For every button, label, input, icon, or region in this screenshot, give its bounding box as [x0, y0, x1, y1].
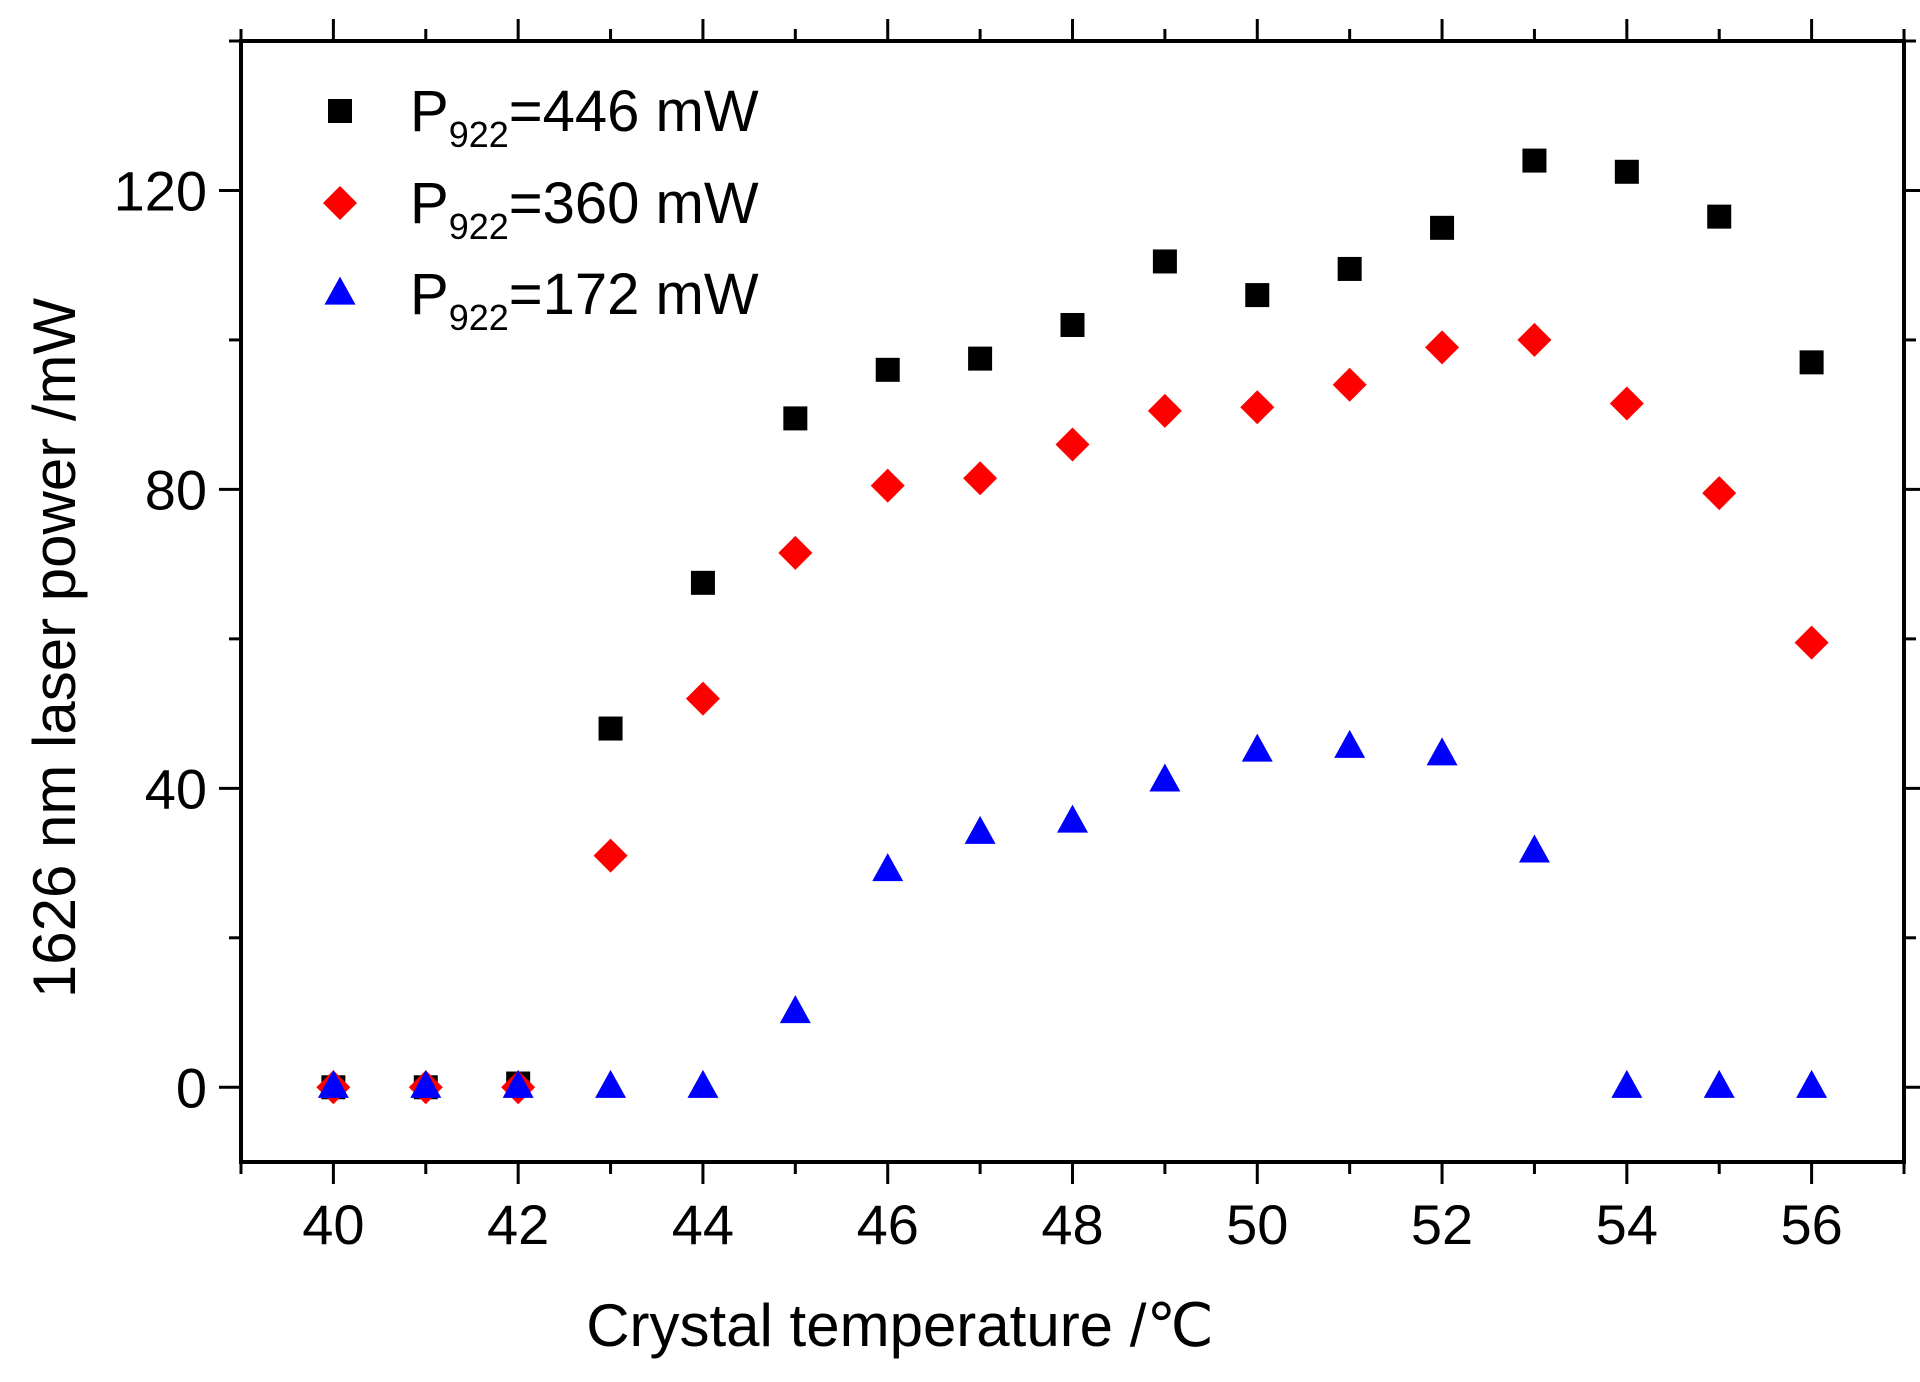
data-point-diamond: [1517, 322, 1552, 357]
data-point-triangle: [1611, 1069, 1643, 1098]
series-triangle: [317, 729, 1828, 1098]
data-point-triangle: [595, 1069, 627, 1098]
data-point-triangle: [1796, 1069, 1828, 1098]
y-axis-title: 1626 nm laser power /mW: [21, 298, 88, 999]
data-point-square: [875, 357, 900, 382]
legend-item: P922=172 mW: [324, 262, 759, 338]
x-tick-label: 52: [1411, 1193, 1473, 1256]
data-point-diamond: [1702, 476, 1737, 511]
legend-marker-square: [328, 99, 352, 123]
legend-label: P922=172 mW: [410, 262, 759, 338]
data-point-square: [1799, 350, 1824, 375]
data-point-diamond: [1055, 427, 1090, 462]
data-point-square: [1245, 283, 1270, 308]
data-point-square: [968, 346, 993, 371]
data-point-square: [1060, 312, 1085, 337]
data-point-triangle: [1149, 763, 1181, 792]
legend-item: P922=360 mW: [323, 171, 759, 247]
data-point-diamond: [685, 681, 720, 716]
y-tick-label: 40: [145, 757, 207, 820]
data-point-triangle: [1426, 737, 1458, 766]
data-point-square: [1430, 215, 1455, 240]
data-point-triangle: [410, 1069, 442, 1098]
data-point-triangle: [502, 1069, 534, 1098]
x-tick-label: 50: [1226, 1193, 1288, 1256]
legend-marker-triangle: [324, 276, 356, 305]
x-tick-label: 44: [672, 1193, 734, 1256]
data-point-triangle: [1057, 804, 1088, 833]
data-point-diamond: [1240, 390, 1275, 425]
data-point-diamond: [963, 461, 998, 496]
data-point-triangle: [1518, 834, 1550, 863]
data-point-diamond: [1147, 393, 1182, 428]
legend-label: P922=446 mW: [410, 79, 759, 155]
x-axis: 40 42 44 46 48 50 52 54 56: [239, 19, 1906, 1256]
data-point-triangle: [872, 853, 904, 882]
x-tick-label: 54: [1596, 1193, 1658, 1256]
data-point-diamond: [1794, 625, 1829, 660]
x-axis-title: Crystal temperature /℃: [586, 1292, 1214, 1359]
plot-area: [316, 148, 1829, 1105]
legend-item: P922=446 mW: [328, 79, 759, 155]
data-point-square: [598, 716, 623, 741]
data-point-square: [1707, 204, 1732, 229]
y-axis: 0 40 80 120: [114, 39, 1920, 1119]
data-point-square: [1522, 148, 1547, 173]
data-point-diamond: [870, 468, 905, 503]
data-point-triangle: [687, 1069, 719, 1098]
data-point-triangle: [1241, 733, 1273, 762]
x-tick-label: 56: [1780, 1193, 1842, 1256]
x-tick-label: 40: [302, 1193, 364, 1256]
y-tick-label: 120: [114, 159, 207, 222]
data-point-square: [1614, 159, 1639, 184]
data-point-triangle: [1334, 729, 1366, 758]
data-point-square: [690, 570, 715, 595]
series-diamond: [316, 322, 1829, 1105]
data-point-diamond: [1609, 386, 1644, 421]
x-tick-label: 48: [1041, 1193, 1103, 1256]
legend-label: P922=360 mW: [410, 171, 759, 247]
legend: P922=446 mW P922=360 mW P922=172 mW: [323, 79, 759, 338]
data-point-diamond: [1332, 367, 1367, 402]
data-point-square: [1337, 256, 1362, 281]
y-tick-label: 80: [145, 458, 207, 521]
data-point-triangle: [964, 815, 996, 844]
y-tick-label: 0: [176, 1056, 207, 1119]
data-point-diamond: [593, 838, 628, 873]
data-point-diamond: [1425, 330, 1460, 365]
data-point-square: [1152, 249, 1177, 274]
x-tick-label: 46: [857, 1193, 919, 1256]
data-point-triangle: [317, 1069, 349, 1098]
data-point-diamond: [778, 535, 813, 570]
legend-marker-diamond: [323, 186, 357, 220]
data-point-triangle: [1703, 1069, 1735, 1098]
data-point-triangle: [779, 995, 811, 1024]
x-tick-label: 42: [487, 1193, 549, 1256]
data-point-square: [783, 406, 808, 431]
